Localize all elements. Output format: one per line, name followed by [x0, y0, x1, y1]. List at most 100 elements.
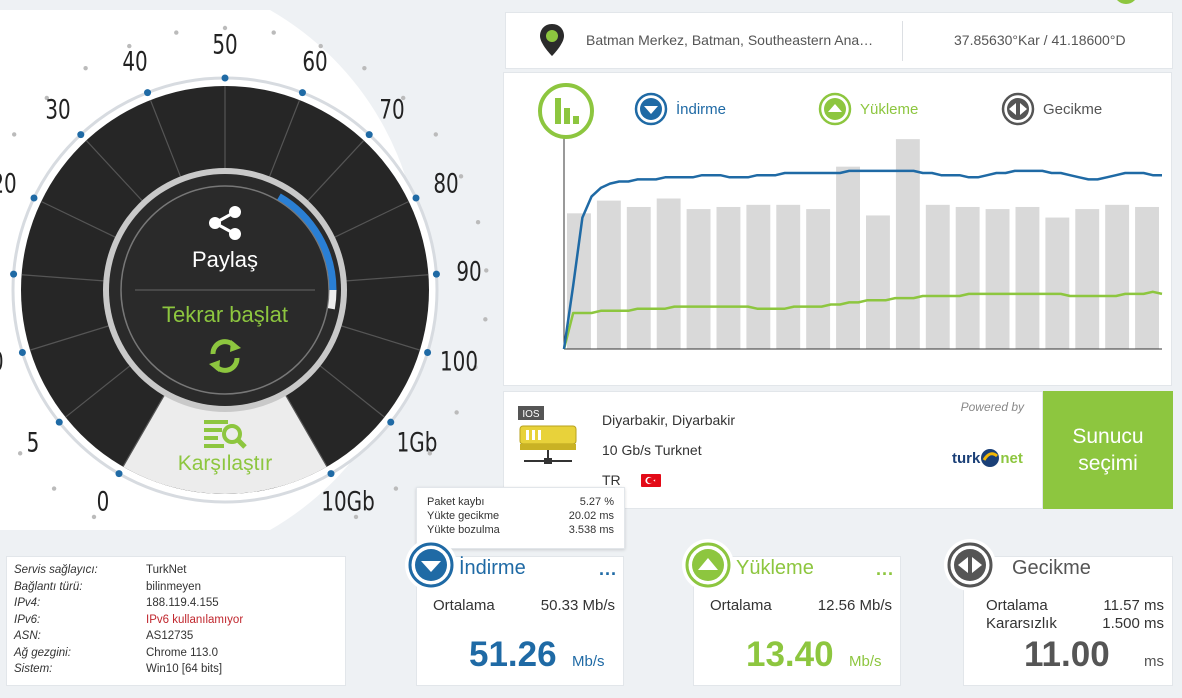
logo-text-turk: turk [952, 449, 981, 467]
info-row: IPv6: IPv6 kullanılamıyor [14, 612, 338, 629]
gauge-dot [454, 410, 459, 415]
gauge-dot [458, 174, 464, 179]
server-country: TR [602, 472, 661, 488]
legend-download-label: İndirme [676, 100, 727, 118]
download-avg-row: Ortalama 50.33 Mb/s [433, 597, 615, 614]
download-value: 51.26 [469, 635, 557, 674]
gauge-segment-line [268, 99, 301, 179]
gauge-tick-mark [432, 270, 440, 278]
restart-label: Tekrar başlat [162, 302, 288, 327]
gauge-segment-line [149, 99, 182, 179]
gauge-segment-line [332, 200, 410, 239]
gauge-dot [483, 317, 488, 322]
info-value: bilinmeyen [146, 580, 201, 593]
legend-upload[interactable]: Yükleme [818, 92, 918, 126]
latency-result: Gecikme Ortalama 11.57 ms Kararsızlık 1.… [944, 539, 1173, 686]
upload-more-button[interactable]: ... [875, 559, 894, 579]
gauge-segment-line [339, 324, 421, 351]
divider [902, 21, 903, 61]
location-name: Batman Merkez, Batman, Southeastern Ana… [586, 32, 874, 48]
gauge-segment-line [344, 274, 429, 282]
gauge-segment-line [306, 140, 365, 203]
gauge-dot [83, 65, 88, 71]
gauge-tick-mark [18, 348, 26, 356]
gauge-dot [222, 25, 228, 31]
gauge-segment-line [122, 393, 166, 467]
chart-icon[interactable] [537, 82, 595, 140]
legend-latency-label: Gecikme [1043, 100, 1103, 118]
latency-bar [1045, 217, 1070, 349]
powered-by-label: Powered by [960, 400, 1024, 414]
share-button[interactable]: Paylaş [165, 205, 285, 273]
info-key: Sistem: [14, 663, 53, 675]
tooltip-value: 3.538 ms [568, 524, 614, 536]
gauge-hub-inner-ring [120, 185, 330, 395]
latency-bar [596, 200, 621, 349]
gauge-tick-mark [10, 270, 18, 278]
gauge-dot [44, 95, 49, 101]
latency-bar [866, 215, 890, 349]
gauge-tick-mark [298, 89, 306, 97]
packet-loss-tooltip: Paket kaybı 5.27 % Yükte gecikme 20.02 ms … [416, 487, 625, 549]
info-row: Bağlantı türü: bilinmeyen [14, 579, 338, 596]
legend-upload-label: Yükleme [860, 100, 919, 118]
latency-bar [1015, 206, 1040, 349]
gauge-tick-mark [55, 418, 63, 426]
gauge-tick-mark [77, 131, 85, 139]
info-value: 188.119.4.155 [146, 597, 219, 609]
latency-bar [686, 209, 711, 349]
server-select-button[interactable]: Sunucu seçimi [1043, 391, 1173, 509]
refresh-icon [209, 339, 241, 373]
latency-bar [776, 204, 801, 349]
download-result: İndirme ... Ortalama 50.33 Mb/s 51.26 Mb… [405, 539, 624, 686]
compare-button[interactable]: Karşılaştır [160, 418, 290, 476]
latency-bar [656, 198, 681, 349]
share-label: Paylaş [191, 247, 259, 272]
legend-download[interactable]: İndirme [634, 92, 726, 126]
gauge-segment-line [284, 393, 328, 467]
gauge-dot [427, 451, 433, 456]
restart-button[interactable]: Tekrar başlat [145, 302, 305, 376]
gauge-dot [475, 219, 481, 225]
latency-bar [836, 166, 860, 349]
turknet-logo: turk net [952, 448, 1023, 468]
gauge-tick-mark [424, 348, 432, 356]
info-row: IPv4: 188.119.4.155 [14, 595, 338, 612]
info-key: Servis sağlayıcı: [14, 564, 98, 576]
gauge-tick-mark [327, 470, 335, 478]
download-unit: Mb/s [572, 653, 605, 670]
server-speed: 10 Gb/s Turknet [602, 442, 702, 458]
latency-bar [1135, 206, 1159, 349]
upload-avg-label: Ortalama [710, 597, 772, 614]
latency-jitter-label: Kararsızlık [986, 615, 1057, 632]
gauge-tick-mark [365, 131, 373, 139]
gauge-tick-mark [387, 418, 395, 426]
gauge-tick-mark [412, 194, 420, 202]
gauge-progress-arc [277, 193, 337, 291]
latency-bar [955, 206, 980, 349]
latency-jitter-value: 1.500 ms [1102, 615, 1164, 632]
tooltip-row: Yükte bozulma 3.538 ms [427, 523, 614, 537]
gauge-segment-line [29, 324, 111, 351]
latency-avg-value: 11.57 ms [1103, 597, 1164, 614]
gauge-tick-label: 60 [301, 46, 328, 78]
gauge-dot [11, 132, 17, 137]
legend-latency[interactable]: Gecikme [1001, 92, 1102, 126]
latency-result-icon-wrap [944, 539, 996, 591]
gauge-dot [51, 486, 57, 491]
share-icon [209, 206, 241, 240]
download-more-button[interactable]: ... [598, 559, 617, 579]
gauge-dot [362, 65, 367, 71]
gauge-progress-track [327, 289, 337, 310]
upload-arrow-icon [818, 92, 852, 126]
info-key: Ağ gezgini: [14, 646, 71, 659]
latency-bar [746, 204, 771, 349]
download-result-icon-wrap [405, 539, 457, 591]
info-value: Chrome 113.0 [146, 646, 219, 659]
gauge-tick-mark [221, 74, 229, 82]
gauge-tick-label: 50 [212, 29, 238, 61]
info-key: IPv4: [14, 597, 41, 609]
tooltip-row: Yükte gecikme 20.02 ms [427, 509, 614, 523]
location-bar: Batman Merkez, Batman, Southeastern Ana…… [505, 12, 1173, 69]
gauge-tick-mark [144, 89, 152, 97]
